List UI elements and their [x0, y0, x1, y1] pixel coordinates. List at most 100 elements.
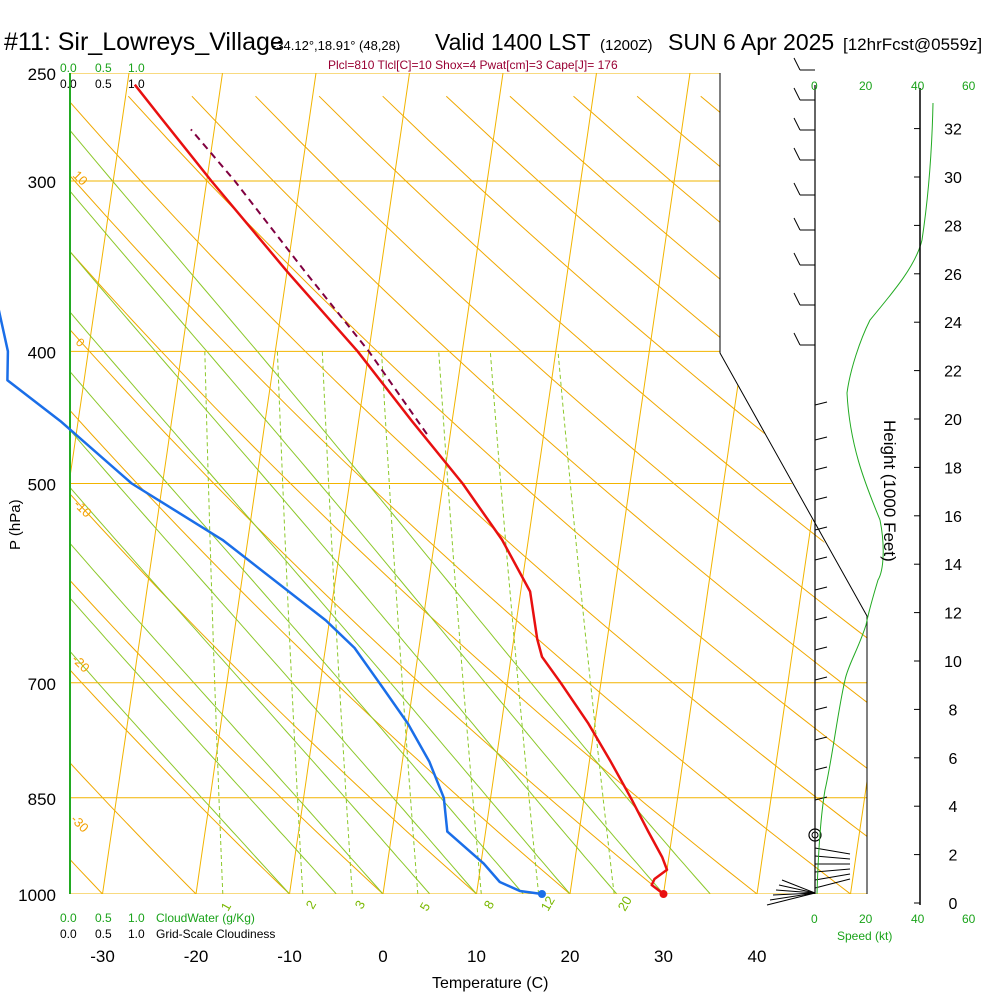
wind-barb-flag [814, 556, 828, 561]
pressure-tick-label: 850 [28, 790, 56, 809]
wind-barbs [766, 57, 851, 906]
station-circle-inner [811, 831, 819, 839]
moist-adiabat-line [70, 190, 664, 894]
scale-tick-label: 0.5 [95, 77, 112, 91]
height-tick-label: 22 [944, 364, 962, 381]
temperature-axis-labels: -30 -20 -10 0 10 20 30 40 [90, 947, 766, 966]
dry-adiabat-line [70, 762, 197, 894]
pressure-axis-label: P (hPa) [7, 499, 24, 550]
wind-barb-surface [781, 879, 816, 894]
height-tick-label: 0 [949, 896, 958, 913]
dry-adiabat-line [70, 858, 103, 894]
sounding-profiles [0, 83, 669, 898]
temperature-tick-label: 0 [378, 947, 387, 966]
dry-adiabat-line [70, 493, 477, 894]
isotherm-line [850, 777, 867, 894]
mixing-ratio-label: 8 [481, 898, 498, 912]
dry-adiabat-label: 0 [73, 335, 88, 350]
height-tick-label: 6 [949, 751, 958, 768]
stability-indices: Plcl=810 Tlcl[C]=10 Shox=4 Pwat[cm]=3 Ca… [328, 58, 618, 72]
parcel-line [190, 128, 428, 435]
dry-adiabat-line [70, 250, 758, 894]
dry-adiabat-line [70, 669, 290, 894]
isotherm-line [70, 73, 130, 481]
scale-title: CloudWater (g/Kg) [156, 911, 255, 925]
dry-adiabat-label: 10 [70, 168, 91, 189]
temperature-axis-label: Temperature (C) [432, 975, 548, 992]
wind-barb-surface [766, 892, 816, 906]
scale-tick-label: 0.5 [95, 927, 112, 941]
height-tick-label: 32 [944, 122, 962, 139]
wind-barb-flag [814, 401, 828, 406]
height-tick-label: 10 [944, 654, 962, 671]
scale-tick-label: 1.0 [128, 927, 145, 941]
wind-barb-flag [814, 616, 828, 621]
wind-barb-surface [814, 847, 851, 855]
speed-tick-label: 60 [962, 79, 976, 93]
dry-adiabat-line [127, 95, 867, 769]
wind-barb-flag [814, 436, 828, 441]
forecast-label: [12hrFcst@0559z] [843, 35, 982, 54]
scale-tick-label: 1.0 [128, 911, 145, 925]
pressure-tick-label: 400 [28, 343, 56, 362]
scale-tick-label: 1.0 [128, 61, 145, 75]
wind-barb-flag [814, 796, 828, 801]
height-tick-label: 2 [949, 848, 958, 865]
scale-tick-label: 0.0 [60, 61, 77, 75]
top-cloudwater-scale: 0.0 0.5 1.0 [60, 61, 145, 75]
height-tick-label: 18 [944, 460, 962, 477]
wind-barb-flag [814, 586, 828, 591]
bottom-cloudwater-scale: 0.0 0.5 1.0 CloudWater (g/Kg) [60, 911, 255, 925]
mixing-ratio-label: 2 [303, 898, 320, 912]
wind-barb-flag [814, 466, 828, 471]
mixing-ratio-label: 3 [352, 898, 369, 912]
moist-adiabat-line [70, 250, 618, 894]
mixing-ratio-label: 20 [615, 893, 635, 913]
scale-tick-label: 0.5 [95, 61, 112, 75]
surface-temperature-dot [659, 890, 668, 898]
wind-speed-scale-top: 0 20 40 60 [811, 79, 976, 93]
moist-adiabat-line [70, 129, 711, 894]
speed-tick-label: 60 [962, 912, 976, 926]
scale-tick-label: 0.0 [60, 927, 77, 941]
height-tick-label: 14 [944, 557, 962, 574]
speed-axis-title: Speed (kt) [837, 929, 892, 943]
pressure-tick-label: 1000 [18, 886, 56, 905]
wind-barb-flag [793, 87, 801, 101]
dry-adiabat-line [70, 409, 571, 894]
moist-adiabat-line [70, 597, 337, 894]
temperature-tick-label: -30 [90, 947, 115, 966]
isotherm-line [569, 73, 691, 894]
moist-adiabat-line [70, 542, 384, 894]
mixing-ratio-label: 5 [417, 900, 434, 914]
isotherm-line [289, 73, 410, 894]
wind-barb-flag [793, 217, 801, 231]
height-axis-label: Height (1000 Feet) [880, 420, 899, 562]
top-cloudiness-scale: 0.0 0.5 1.0 [60, 77, 145, 91]
wind-barb-surface [772, 892, 816, 896]
wind-barb-surface [814, 855, 851, 860]
dry-adiabat-line [318, 95, 867, 577]
dry-adiabat-line [70, 329, 664, 894]
temperature-line [133, 83, 669, 895]
wind-speed-scale-bottom: 0 20 40 60 Speed (kt) [811, 912, 976, 943]
station-circle [808, 828, 822, 842]
height-tick-label: 16 [944, 509, 962, 526]
wind-barb-flag [793, 57, 801, 71]
pressure-tick-label: 700 [28, 675, 56, 694]
plot-mask [720, 73, 1000, 620]
pressure-tick-label: 500 [28, 476, 56, 495]
scale-title: Grid-Scale Cloudiness [156, 927, 275, 941]
wind-barb-surface [814, 878, 851, 889]
temperature-tick-label: 30 [654, 947, 673, 966]
dry-adiabat-line [70, 579, 384, 894]
bottom-cloudiness-scale: 0.0 0.5 1.0 Grid-Scale Cloudiness [60, 927, 275, 941]
isotherm-line [476, 73, 597, 894]
wind-barb-flag [793, 147, 801, 161]
scale-tick-label: 0.5 [95, 911, 112, 925]
utc-time: (1200Z) [600, 37, 653, 54]
temperature-tick-label: 20 [561, 947, 580, 966]
wind-barb-surface [814, 868, 851, 873]
height-tick-label: 28 [944, 218, 962, 235]
